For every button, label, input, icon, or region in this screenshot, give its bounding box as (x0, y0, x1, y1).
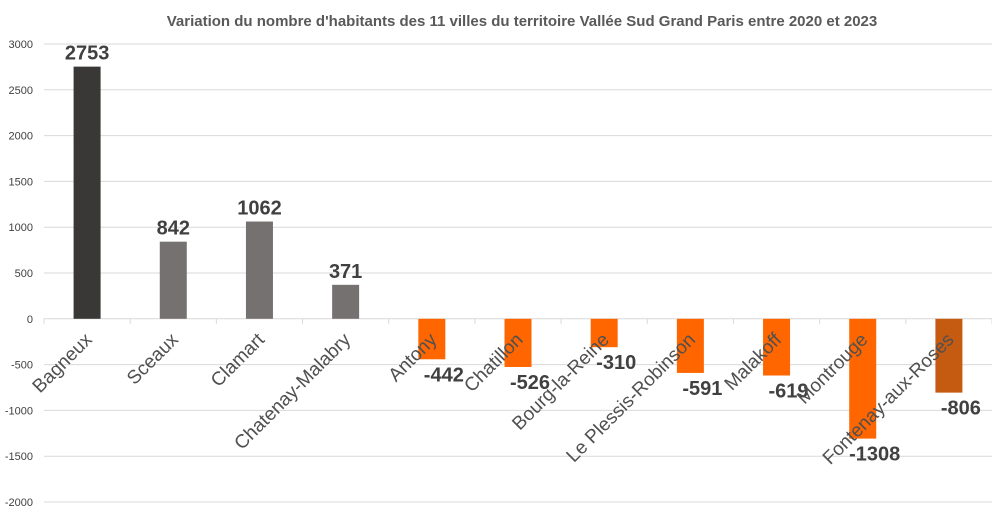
chart-title: Variation du nombre d'habitants des 11 v… (167, 13, 878, 30)
x-tick-label: Clamart (207, 329, 269, 391)
bar-malakoff (763, 318, 791, 376)
data-label: -526 (510, 372, 550, 394)
y-tick-label: 1000 (9, 222, 33, 234)
y-tick-label: 0 (27, 314, 33, 326)
bar-chatenay-malabry (332, 284, 360, 319)
data-label: -310 (596, 352, 636, 374)
data-label: -1308 (849, 444, 900, 466)
x-tick-label: Sceaux (123, 329, 183, 389)
data-label: -806 (941, 398, 981, 420)
bar-bourg-la-reine (590, 318, 618, 348)
data-label: 371 (329, 261, 362, 283)
bar-chatillon (504, 318, 532, 367)
bar-bagneux (73, 66, 101, 319)
data-label: 842 (157, 218, 190, 240)
gridlines (43, 43, 992, 503)
bar-fontenay-aux-roses (935, 318, 963, 393)
y-tick-label: 2000 (9, 131, 33, 143)
bar-antony (418, 318, 446, 360)
y-axis-ticks: 3000 2500 2000 1500 1000 500 0 -500 -1000 -1500 -2… (5, 39, 33, 509)
data-label: 2753 (65, 43, 110, 65)
x-tick-label: Bagneux (29, 329, 97, 397)
y-tick-label: -2000 (5, 497, 33, 509)
bar-le-plessis-robinson (676, 318, 704, 373)
bar-montrouge (849, 318, 877, 439)
data-labels: 2753 842 1062 371 -442 -526 -310 -591 -619 -1308 -… (65, 43, 981, 466)
data-label: -442 (424, 364, 464, 386)
y-tick-label: 3000 (9, 39, 33, 51)
y-tick-label: -1500 (5, 451, 33, 463)
y-tick-label: -1000 (5, 405, 33, 417)
y-tick-label: 500 (15, 268, 33, 280)
data-label: 1062 (237, 198, 282, 220)
y-tick-label: 2500 (9, 85, 33, 97)
data-label: -619 (769, 381, 809, 403)
bars (73, 66, 963, 439)
y-tick-label: 1500 (9, 176, 33, 188)
bar-sceaux (159, 241, 187, 319)
y-tick-label: -500 (11, 360, 33, 372)
data-label: -591 (682, 378, 722, 400)
bar-clamart (245, 221, 273, 319)
